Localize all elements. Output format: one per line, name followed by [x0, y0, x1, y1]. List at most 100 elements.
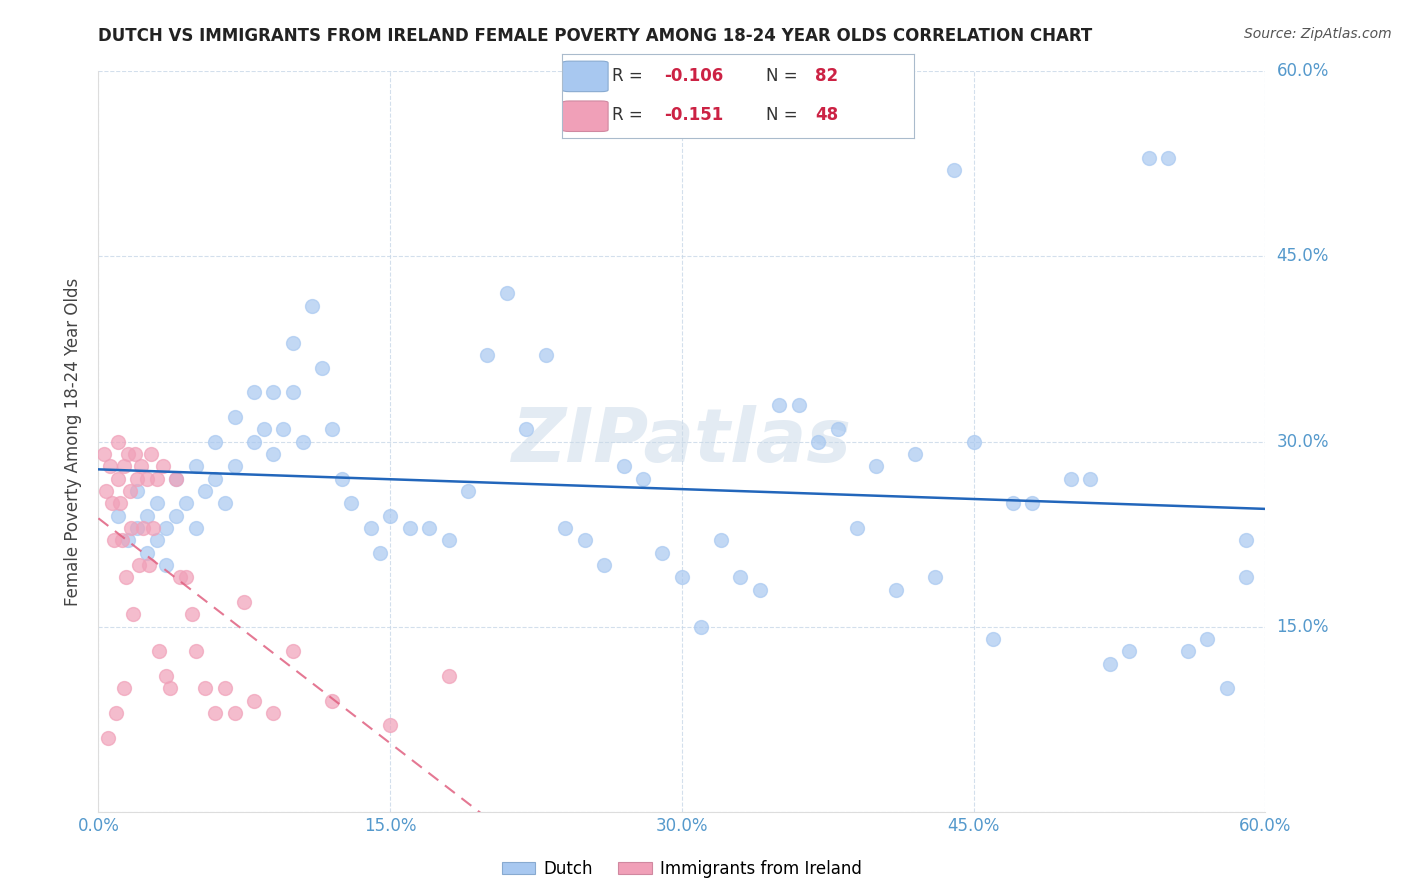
Point	[165, 508, 187, 523]
Point	[129, 459, 152, 474]
Text: ZIPatlas: ZIPatlas	[512, 405, 852, 478]
Point	[437, 669, 460, 683]
Point	[101, 496, 124, 510]
Point	[155, 558, 177, 572]
Point	[174, 570, 197, 584]
Point	[291, 434, 314, 449]
Point	[121, 521, 143, 535]
Point	[155, 669, 177, 683]
Point	[159, 681, 181, 696]
Point	[243, 434, 266, 449]
Point	[165, 471, 187, 485]
Point	[515, 422, 537, 436]
Point	[132, 521, 155, 535]
Point	[398, 521, 420, 535]
Point	[1021, 496, 1043, 510]
Point	[146, 471, 169, 485]
Point	[281, 644, 304, 658]
Point	[180, 607, 202, 622]
Point	[768, 397, 790, 411]
Point	[214, 681, 236, 696]
Point	[1001, 496, 1024, 510]
Point	[1215, 681, 1237, 696]
Point	[710, 533, 733, 548]
Point	[330, 471, 353, 485]
Point	[301, 299, 323, 313]
Point	[155, 521, 177, 535]
Text: R =: R =	[612, 68, 648, 86]
Text: 45.0%: 45.0%	[1277, 247, 1329, 266]
Point	[748, 582, 770, 597]
Point	[787, 397, 810, 411]
Point	[104, 706, 127, 720]
Point	[233, 595, 256, 609]
Point	[204, 471, 226, 485]
Point	[281, 385, 304, 400]
Point	[593, 558, 616, 572]
Point	[107, 434, 129, 449]
Point	[904, 447, 927, 461]
Point	[96, 483, 118, 498]
Point	[1177, 644, 1199, 658]
Point	[378, 508, 402, 523]
Point	[243, 694, 266, 708]
Point	[184, 644, 207, 658]
Point	[136, 508, 159, 523]
Point	[184, 521, 207, 535]
Point	[262, 447, 284, 461]
Point	[253, 422, 276, 436]
Point	[1118, 644, 1140, 658]
Point	[107, 471, 129, 485]
Point	[1137, 151, 1160, 165]
Point	[148, 644, 170, 658]
Point	[97, 731, 120, 745]
Point	[174, 496, 197, 510]
Point	[437, 533, 460, 548]
Point	[690, 619, 713, 633]
Y-axis label: Female Poverty Among 18-24 Year Olds: Female Poverty Among 18-24 Year Olds	[65, 277, 83, 606]
FancyBboxPatch shape	[562, 62, 609, 92]
Point	[631, 471, 654, 485]
Point	[184, 459, 207, 474]
Point	[138, 558, 160, 572]
Text: 82: 82	[815, 68, 838, 86]
Point	[117, 447, 139, 461]
Point	[370, 546, 392, 560]
FancyBboxPatch shape	[562, 101, 609, 131]
Point	[243, 385, 266, 400]
Point	[981, 632, 1004, 646]
Point	[262, 706, 284, 720]
Point	[924, 570, 946, 584]
Point	[204, 434, 226, 449]
Point	[122, 607, 145, 622]
Point	[1234, 533, 1257, 548]
Point	[108, 496, 131, 510]
Text: Source: ZipAtlas.com: Source: ZipAtlas.com	[1244, 27, 1392, 41]
Point	[962, 434, 984, 449]
Point	[127, 521, 149, 535]
Point	[865, 459, 887, 474]
Point	[943, 163, 966, 178]
Point	[146, 496, 169, 510]
Point	[574, 533, 596, 548]
Text: -0.106: -0.106	[664, 68, 724, 86]
Point	[827, 422, 849, 436]
Point	[378, 718, 402, 732]
Point	[224, 459, 246, 474]
Point	[651, 546, 673, 560]
Text: 15.0%: 15.0%	[1277, 617, 1329, 636]
Point	[457, 483, 479, 498]
Text: DUTCH VS IMMIGRANTS FROM IRELAND FEMALE POVERTY AMONG 18-24 YEAR OLDS CORRELATIO: DUTCH VS IMMIGRANTS FROM IRELAND FEMALE …	[98, 27, 1092, 45]
Point	[534, 348, 557, 362]
Text: 30.0%: 30.0%	[1277, 433, 1329, 450]
Point	[194, 483, 217, 498]
Legend: Dutch, Immigrants from Ireland: Dutch, Immigrants from Ireland	[495, 854, 869, 885]
Point	[1080, 471, 1102, 485]
Point	[554, 521, 576, 535]
Point	[807, 434, 830, 449]
Point	[884, 582, 907, 597]
Point	[98, 459, 121, 474]
Point	[612, 459, 634, 474]
Point	[112, 681, 135, 696]
Point	[360, 521, 382, 535]
